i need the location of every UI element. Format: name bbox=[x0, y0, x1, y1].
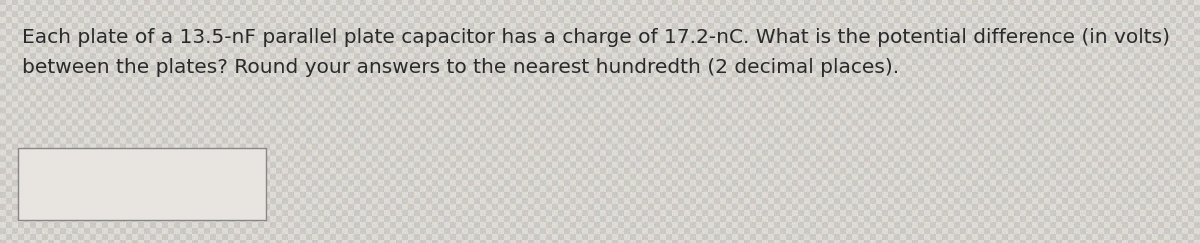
Text: Each plate of a 13.5-nF parallel plate capacitor has a charge of 17.2-nC. What i: Each plate of a 13.5-nF parallel plate c… bbox=[22, 28, 1170, 47]
FancyBboxPatch shape bbox=[18, 148, 266, 220]
Text: between the plates? Round your answers to the nearest hundredth (2 decimal place: between the plates? Round your answers t… bbox=[22, 58, 899, 77]
